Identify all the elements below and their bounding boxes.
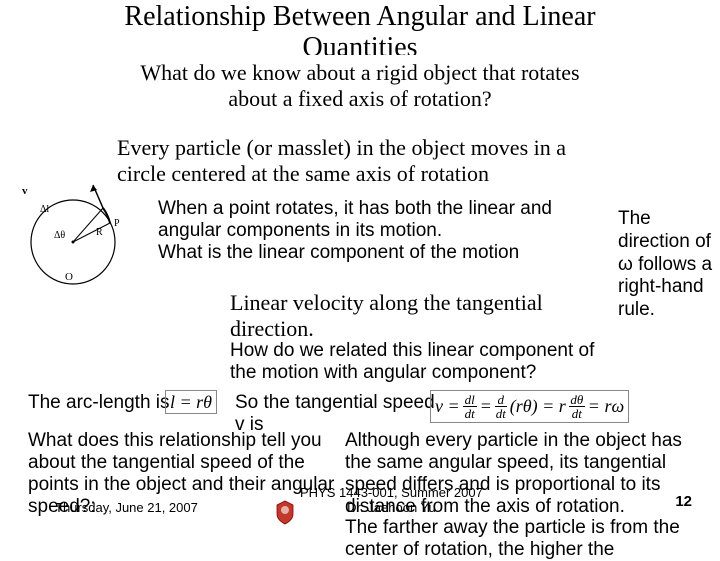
arc-label: The arc-length is	[28, 392, 170, 414]
side-note: The direction of ω follows a right-hand …	[618, 208, 718, 322]
equation-velocity: v = dldt = ddt (rθ) = r dθdt = rω	[430, 390, 629, 423]
answer-1: Every particle (or masslet) in the objec…	[117, 135, 587, 188]
title-line1: Relationship Between Angular and Linear	[124, 1, 595, 32]
footer-center: PHYS 1443-001, Summer 2007 Dr. Jaehoon Y…	[300, 485, 483, 515]
para1b: What is the linear component of the moti…	[158, 242, 519, 263]
svg-text:Δl: Δl	[40, 204, 49, 215]
question-2: How do we related this linear component …	[230, 340, 610, 384]
question-1: What do we know about a rigid object tha…	[110, 55, 610, 118]
svg-text:R: R	[96, 227, 103, 238]
paragraph-1: When a point rotates, it has both the li…	[158, 198, 608, 264]
equation-arclength: l = rθ	[165, 392, 217, 413]
footer-date: Thursday, June 21, 2007	[55, 500, 198, 515]
page-number: 12	[675, 493, 692, 510]
svg-text:P: P	[114, 218, 120, 229]
answer-2: Linear velocity along the tangential dir…	[230, 290, 600, 343]
svg-text:v: v	[22, 185, 28, 197]
rotation-diagram: v Δl Δθ R P O	[18, 180, 128, 290]
university-seal-icon	[275, 500, 295, 525]
para1a: When a point rotates, it has both the li…	[158, 198, 552, 241]
svg-text:Δθ: Δθ	[54, 230, 65, 241]
svg-text:O: O	[65, 271, 73, 283]
